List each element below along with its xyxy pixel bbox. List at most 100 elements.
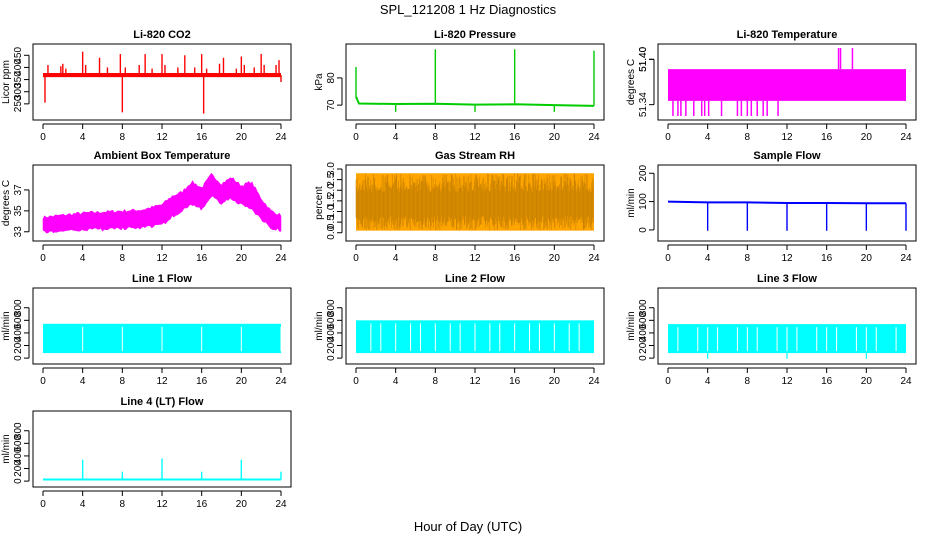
x-tick-label: 4 — [705, 376, 711, 387]
panel-title: Line 2 Flow — [445, 273, 505, 285]
x-tick-label: 8 — [745, 132, 751, 143]
x-tick-label: 16 — [196, 499, 208, 510]
x-tick-label: 20 — [861, 132, 873, 143]
y-axis-label: Licor ppm — [1, 60, 12, 104]
y-tick-label: 2.0 — [326, 183, 337, 197]
x-tick-label: 24 — [900, 376, 912, 387]
x-tick-label: 0 — [40, 132, 46, 143]
y-tick-label: 800 — [638, 299, 649, 316]
x-tick-label: 16 — [821, 253, 833, 264]
x-tick-label: 12 — [781, 376, 793, 387]
y-axis-label: kPa — [314, 73, 325, 91]
x-tick-label: 0 — [40, 253, 46, 264]
y-axis-label: degrees C — [1, 180, 12, 226]
x-tick-label: 16 — [196, 132, 208, 143]
data-marks — [43, 458, 282, 481]
data-area — [42, 172, 282, 234]
y-axis-label: ml/min — [626, 188, 637, 217]
x-tick-label: 24 — [275, 376, 287, 387]
x-tick-label: 4 — [393, 132, 399, 143]
x-tick-label: 16 — [821, 132, 833, 143]
y-tick-label: 51.40 — [638, 46, 649, 71]
y-tick-label: 400 — [326, 324, 337, 341]
data-marks — [43, 51, 282, 114]
y-tick-label: 100 — [638, 193, 649, 210]
data-band — [668, 69, 906, 101]
y-axis-label: ml/min — [1, 311, 12, 340]
chart-panel: Li-820 CO2 0 4 8 12 16 20 24 250300350400450Lico… — [1, 29, 292, 143]
y-tick-label: 33 — [13, 226, 24, 238]
x-tick-label: 8 — [745, 253, 751, 264]
x-tick-label: 4 — [80, 132, 86, 143]
x-tick-label: 12 — [469, 376, 481, 387]
plot-frame — [345, 164, 605, 242]
plot-frame — [32, 287, 292, 365]
data-marks — [42, 172, 282, 234]
x-tick-label: 20 — [236, 253, 248, 264]
x-tick-label: 20 — [549, 132, 561, 143]
y-tick-label: 0 — [13, 478, 24, 484]
y-tick-label: 0.5 — [326, 215, 337, 229]
x-tick-label: 0 — [40, 376, 46, 387]
y-tick-label: 800 — [13, 299, 24, 316]
y-tick-label: 600 — [326, 312, 337, 329]
x-tick-label: 12 — [469, 132, 481, 143]
y-tick-label: 200 — [326, 337, 337, 354]
x-tick-label: 12 — [781, 253, 793, 264]
y-tick-label: 0 — [326, 355, 337, 361]
panel-title: Line 3 Flow — [757, 273, 817, 285]
x-tick-label: 12 — [156, 499, 168, 510]
y-tick-label: 37 — [13, 184, 24, 196]
x-tick-label: 24 — [275, 132, 287, 143]
x-tick-label: 4 — [80, 253, 86, 264]
plot-frame — [345, 287, 605, 365]
x-tick-label: 16 — [196, 376, 208, 387]
data-marks — [43, 323, 282, 354]
x-tick-label: 20 — [549, 376, 561, 387]
x-tick-label: 16 — [821, 376, 833, 387]
y-tick-label: 0 — [638, 227, 649, 233]
y-tick-label: 600 — [13, 312, 24, 329]
x-tick-label: 12 — [156, 253, 168, 264]
y-axis-label: ml/min — [1, 434, 12, 463]
y-tick-label: 800 — [326, 299, 337, 316]
y-tick-label: 400 — [13, 59, 24, 76]
x-tick-label: 4 — [393, 376, 399, 387]
plot-frame — [345, 43, 605, 121]
x-tick-label: 24 — [275, 499, 287, 510]
x-tick-label: 8 — [745, 376, 751, 387]
figure-title: SPL_121208 1 Hz Diagnostics — [380, 2, 557, 17]
x-tick-label: 4 — [80, 376, 86, 387]
y-tick-label: 1.0 — [326, 204, 337, 218]
x-tick-label: 12 — [156, 376, 168, 387]
y-axis-label: degrees C — [626, 59, 637, 105]
y-tick-label: 35 — [13, 205, 24, 217]
x-tick-label: 20 — [236, 499, 248, 510]
x-tick-label: 24 — [900, 253, 912, 264]
y-tick-label: 200 — [638, 164, 649, 181]
x-tick-label: 24 — [588, 376, 600, 387]
chart-panel: Ambient Box Temperature 0 4 8 12 16 20 24 33 35 37… — [1, 150, 292, 264]
y-tick-label: 300 — [13, 83, 24, 100]
y-tick-label: 51.34 — [638, 92, 649, 117]
panel-title: Line 4 (LT) Flow — [121, 396, 204, 408]
x-tick-label: 0 — [353, 253, 359, 264]
data-marks — [356, 320, 594, 354]
x-tick-label: 0 — [353, 376, 359, 387]
x-tick-label: 0 — [353, 132, 359, 143]
x-tick-label: 20 — [549, 253, 561, 264]
x-tick-label: 0 — [40, 499, 46, 510]
data-line — [355, 96, 595, 107]
y-tick-label: 200 — [13, 337, 24, 354]
x-tick-label: 16 — [509, 376, 521, 387]
x-tick-label: 8 — [433, 376, 439, 387]
x-tick-label: 24 — [588, 253, 600, 264]
